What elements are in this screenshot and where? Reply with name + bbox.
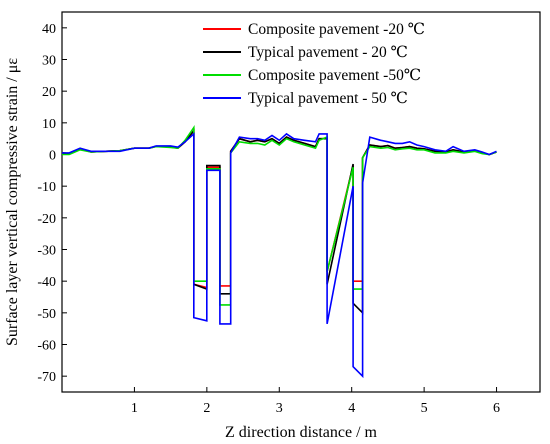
x-tick-label: 6 xyxy=(493,401,500,416)
legend-label-4: Typical pavement - 50 ℃ xyxy=(248,90,408,107)
y-tick-label: 10 xyxy=(42,117,56,132)
y-tick-label: -10 xyxy=(37,180,56,195)
y-tick-label: -70 xyxy=(37,370,56,385)
x-tick-label: 3 xyxy=(276,401,283,416)
x-tick-label: 2 xyxy=(203,401,210,416)
series-line-2 xyxy=(61,128,497,315)
legend: Composite pavement -20 ℃ Typical pavement… xyxy=(203,21,425,107)
legend-label-3: Composite pavement -50℃ xyxy=(248,67,421,84)
y-axis-title: Surface layer vertical compressive strai… xyxy=(4,58,21,346)
series-lines xyxy=(61,125,497,379)
legend-label-2: Typical pavement - 20 ℃ xyxy=(248,44,408,61)
y-tick-label: 40 xyxy=(42,22,56,37)
legend-label-1: Composite pavement -20 ℃ xyxy=(248,21,425,38)
x-axis-title: Z direction distance / m xyxy=(225,424,378,441)
y-tick-label: -40 xyxy=(37,275,56,290)
x-tick-label: 5 xyxy=(421,401,428,416)
x-tick-label: 1 xyxy=(131,401,138,416)
y-tick-label: 20 xyxy=(42,85,56,100)
y-tick-label: -50 xyxy=(37,307,56,322)
y-tick-label: -20 xyxy=(37,212,56,227)
series-line-4 xyxy=(62,132,497,379)
plot-frame xyxy=(61,11,541,393)
y-tick-label: 30 xyxy=(42,54,56,69)
y-tick-label: -60 xyxy=(37,339,56,354)
y-tick-label: 0 xyxy=(49,149,56,164)
series-line-1 xyxy=(61,128,497,289)
x-tick-label: 4 xyxy=(348,401,355,416)
y-tick-label: -30 xyxy=(37,244,56,259)
x-axis-ticks: 1 2 3 4 5 6 xyxy=(131,387,500,416)
series-line-3 xyxy=(62,125,497,306)
